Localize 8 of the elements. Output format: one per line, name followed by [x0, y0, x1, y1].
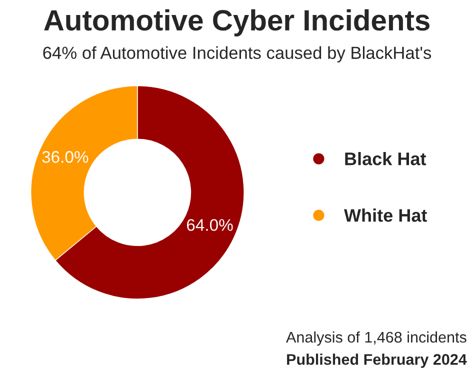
legend-label: White Hat: [344, 208, 428, 222]
legend-label: Black Hat: [345, 152, 426, 166]
chart-subtitle: 64% of Automotive Incidents caused by BlackHat's: [43, 46, 432, 62]
text: Analysis of 1,468 incidents: [286, 331, 466, 346]
chart-title: Automotive Cyber Incidents: [44, 9, 430, 36]
data-label: 64.0%: [186, 219, 233, 231]
data-label: 36.0%: [42, 151, 88, 163]
text: Published February 2024: [287, 354, 467, 368]
